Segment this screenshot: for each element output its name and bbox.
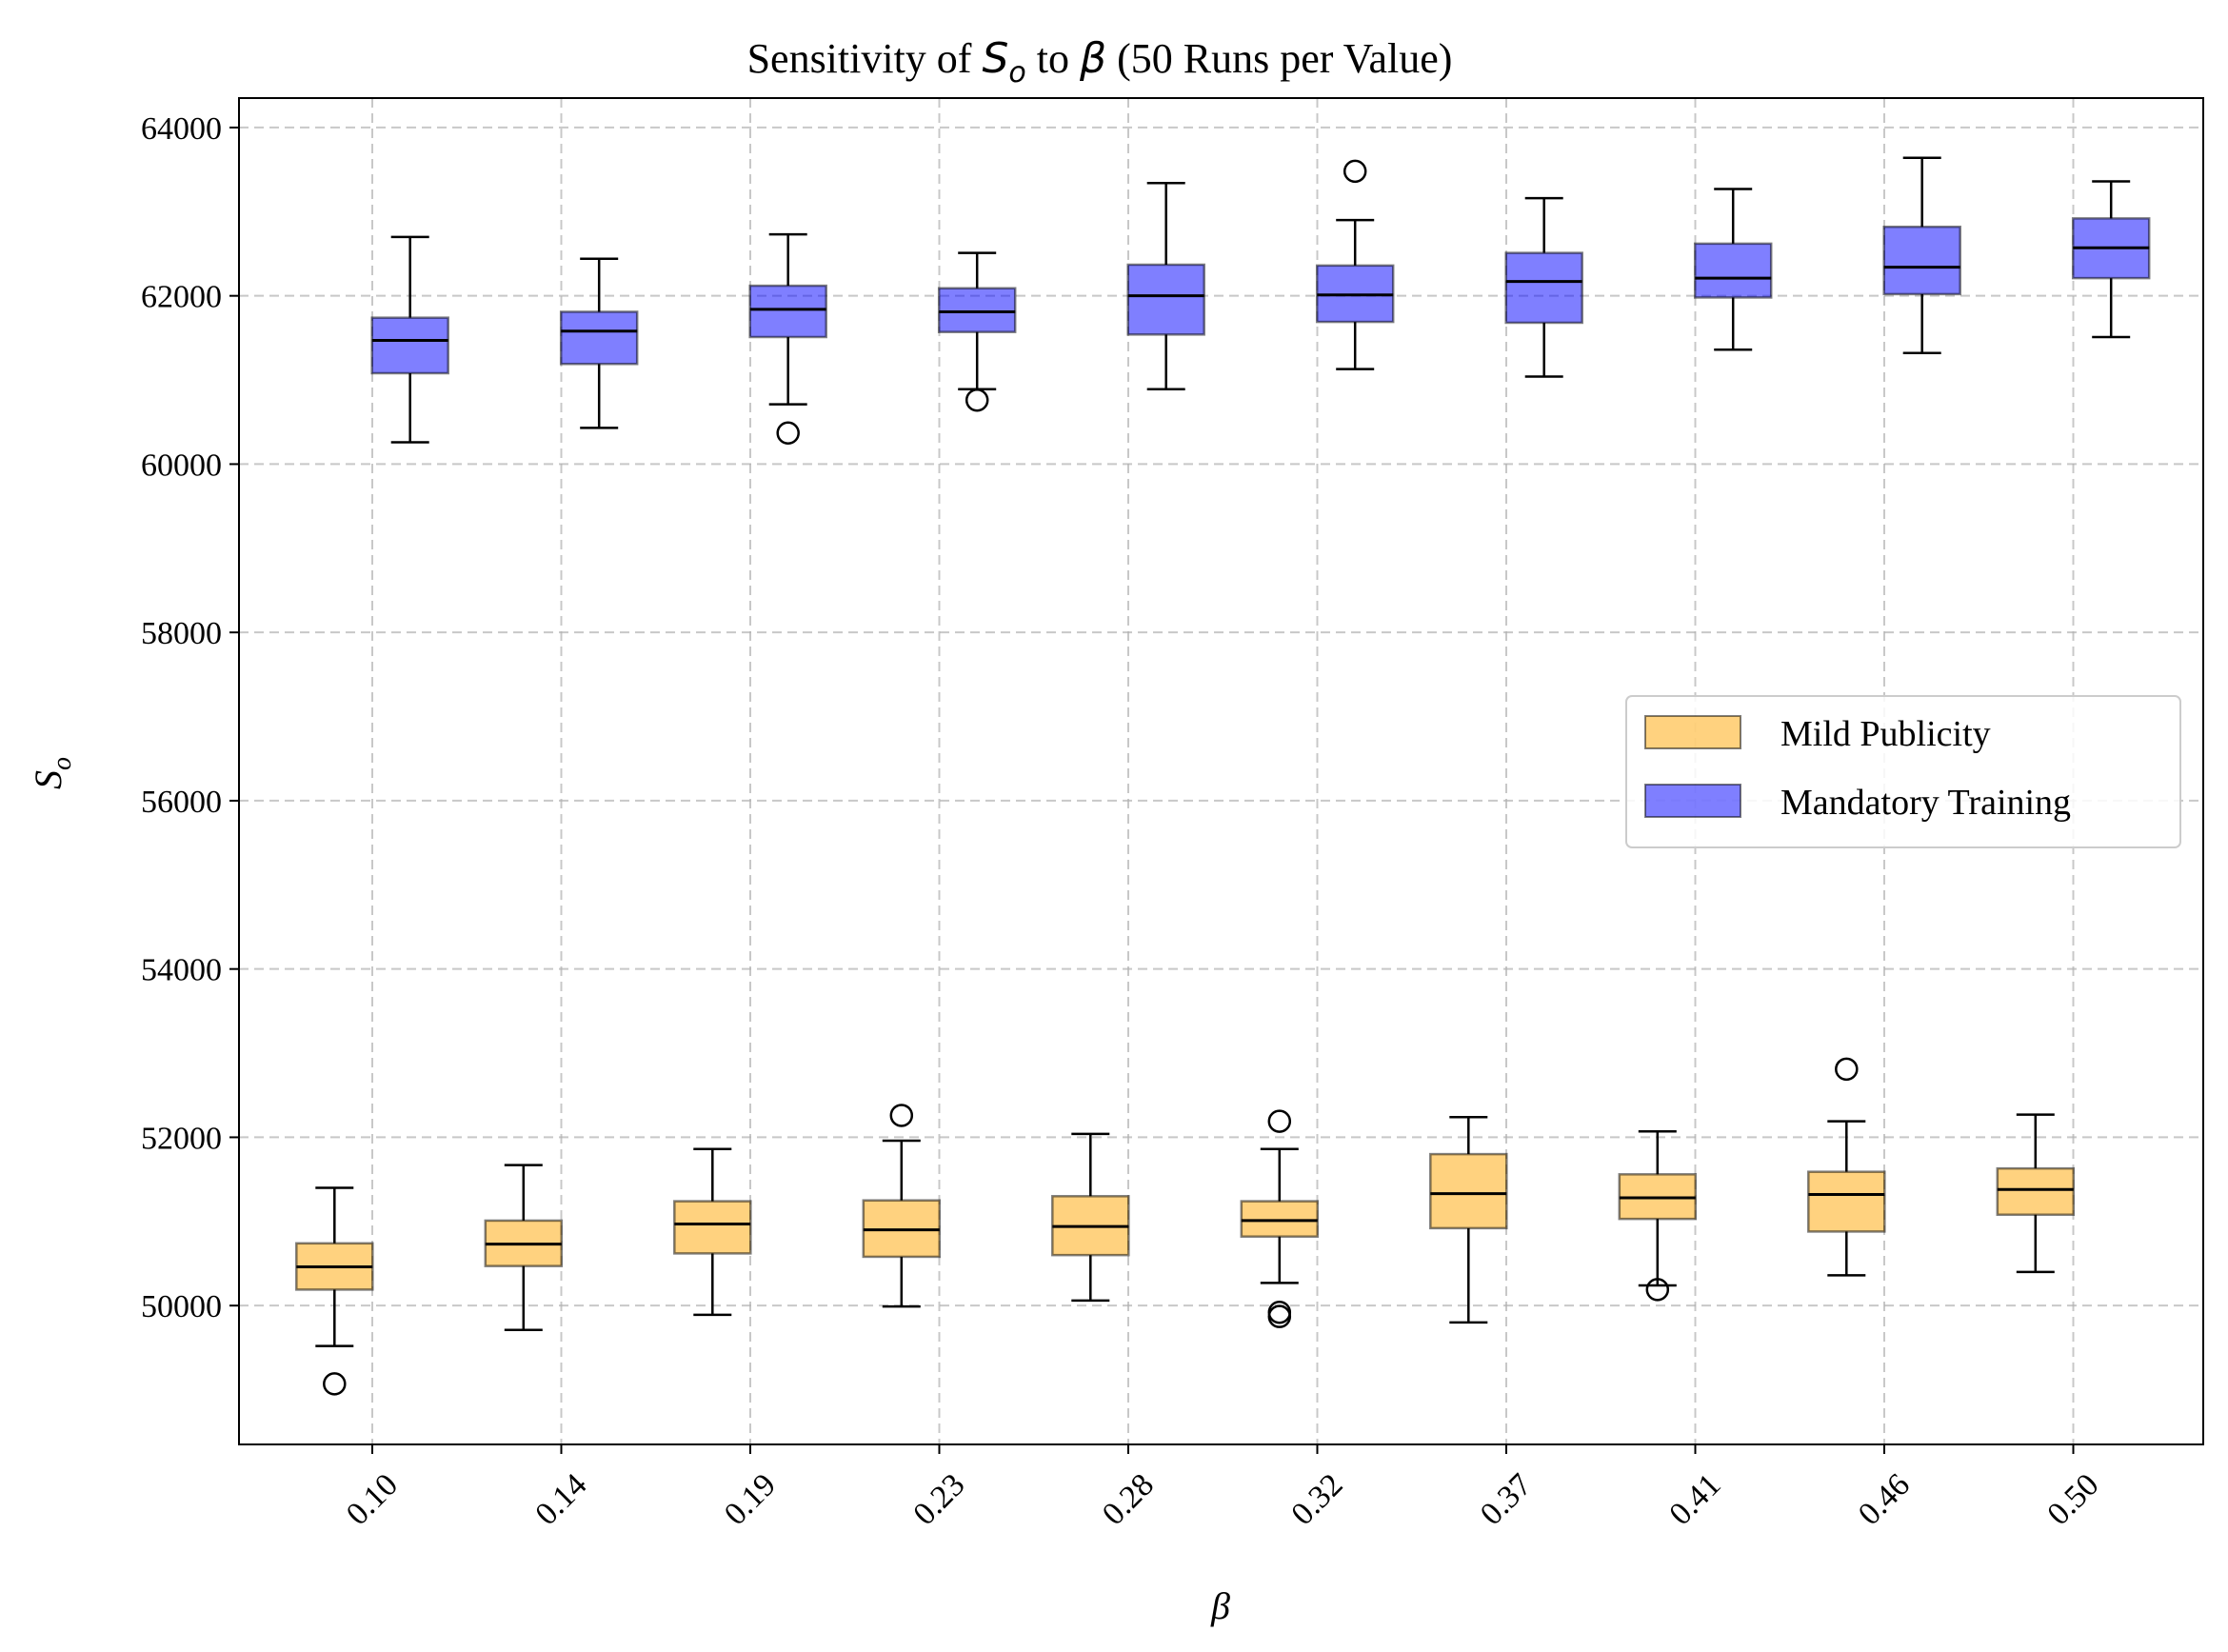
box-mild-publicity bbox=[484, 1164, 564, 1332]
iqr-box bbox=[1240, 1200, 1320, 1238]
outlier-point bbox=[1267, 1109, 1292, 1133]
iqr-box bbox=[559, 310, 639, 366]
y-tick-label: 60000 bbox=[141, 448, 222, 483]
y-tick-label: 64000 bbox=[141, 111, 222, 147]
box-mandatory-training bbox=[1693, 188, 1773, 351]
box-mandatory-training bbox=[937, 251, 1017, 412]
box-mild-publicity bbox=[295, 1186, 374, 1396]
box-mild-publicity bbox=[1807, 1057, 1886, 1277]
x-axis-label: β bbox=[1210, 1584, 1230, 1627]
box-mild-publicity bbox=[1240, 1109, 1320, 1328]
box-mild-publicity bbox=[1051, 1132, 1130, 1303]
box-mild-publicity bbox=[1996, 1113, 2076, 1274]
iqr-box bbox=[673, 1200, 752, 1255]
box-mandatory-training bbox=[1882, 156, 1961, 355]
y-tick-label: 52000 bbox=[141, 1121, 222, 1156]
iqr-box bbox=[1882, 225, 1961, 296]
outlier-point bbox=[965, 388, 989, 412]
box-mild-publicity bbox=[1618, 1129, 1698, 1302]
iqr-box bbox=[1996, 1166, 2076, 1216]
box-series-group bbox=[295, 156, 2151, 1396]
box-mandatory-training bbox=[370, 235, 449, 444]
legend-label-mandatory-training: Mandatory Training bbox=[1780, 783, 2071, 823]
legend-label-mild-publicity: Mild Publicity bbox=[1780, 714, 1991, 754]
y-tick-label: 54000 bbox=[141, 953, 222, 988]
outlier-point bbox=[889, 1104, 914, 1127]
box-mild-publicity bbox=[673, 1147, 752, 1317]
box-mild-publicity bbox=[862, 1104, 942, 1308]
plot-frame bbox=[238, 97, 2204, 1445]
outlier-point bbox=[776, 421, 800, 445]
legend-frame bbox=[1625, 695, 2181, 848]
outlier-point bbox=[1267, 1304, 1292, 1328]
box-mandatory-training bbox=[1315, 159, 1395, 370]
y-tick-label: 50000 bbox=[141, 1289, 222, 1324]
outlier-point bbox=[323, 1372, 347, 1396]
iqr-box bbox=[1693, 242, 1773, 299]
y-tick-label: 62000 bbox=[141, 280, 222, 315]
iqr-box bbox=[1504, 251, 1583, 325]
outlier-point bbox=[1835, 1057, 1859, 1082]
chart-title: Sensitivity of So to β (50 Runs per Valu… bbox=[747, 34, 1453, 90]
iqr-box bbox=[370, 316, 449, 375]
box-mandatory-training bbox=[1126, 182, 1205, 391]
box-mild-publicity bbox=[1429, 1115, 1508, 1324]
y-axis-ticks: 50000 52000 54000 56000 58000 60000 62000 64000 bbox=[141, 111, 239, 1324]
y-tick-label: 58000 bbox=[141, 616, 222, 651]
iqr-box bbox=[748, 284, 827, 339]
legend-swatch-mandatory-training bbox=[1644, 784, 1741, 818]
box-mandatory-training bbox=[748, 232, 827, 445]
iqr-box bbox=[1126, 263, 1205, 336]
iqr-box bbox=[937, 287, 1017, 333]
outlier-point bbox=[1343, 159, 1367, 184]
box-mandatory-training bbox=[2071, 180, 2151, 339]
box-mandatory-training bbox=[559, 257, 639, 429]
y-axis-label: So bbox=[27, 757, 77, 789]
legend: Mild Publicity Mandatory Training bbox=[1625, 695, 2181, 848]
box-mandatory-training bbox=[1504, 196, 1583, 378]
outlier-point bbox=[1645, 1278, 1670, 1302]
iqr-box bbox=[1807, 1170, 1886, 1233]
iqr-box bbox=[1429, 1152, 1508, 1230]
y-tick-label: 56000 bbox=[141, 785, 222, 820]
legend-swatch-mild-publicity bbox=[1644, 715, 1741, 749]
